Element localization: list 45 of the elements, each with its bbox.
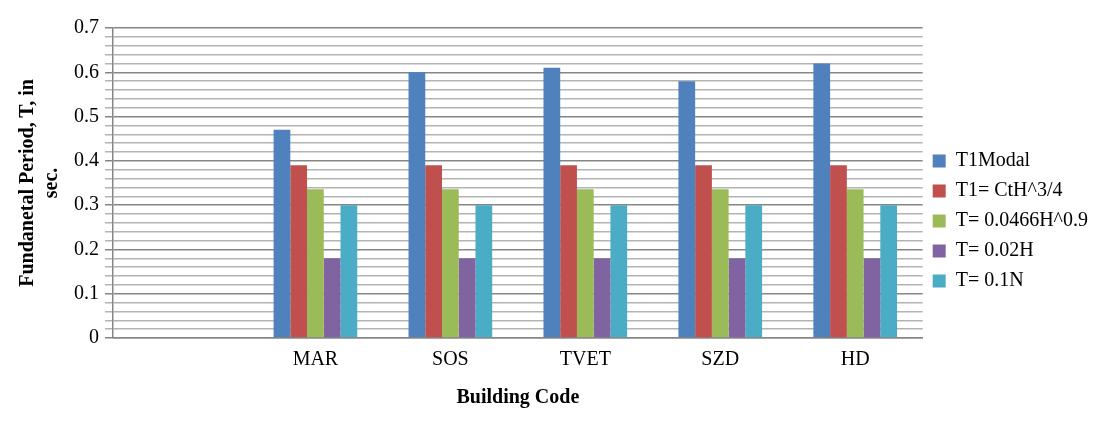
bar bbox=[813, 63, 831, 338]
legend-label: T= 0.02H bbox=[955, 238, 1034, 261]
y-tick-label: 0.4 bbox=[74, 148, 99, 171]
bar bbox=[458, 258, 476, 338]
y-axis-title: Fundanetal Period, T, in sec. bbox=[15, 79, 62, 287]
x-tick-label: MAR bbox=[292, 347, 339, 370]
bar bbox=[711, 189, 729, 338]
bar bbox=[408, 72, 426, 338]
bar bbox=[425, 165, 442, 338]
x-tick-label: HD bbox=[840, 347, 870, 370]
y-tick-label: 0.1 bbox=[74, 280, 99, 303]
bar bbox=[695, 165, 712, 338]
bar bbox=[543, 67, 561, 338]
y-tick-label: 0 bbox=[89, 325, 99, 348]
bar bbox=[830, 165, 847, 338]
x-axis-title: Building Code bbox=[456, 385, 580, 409]
bar bbox=[728, 258, 746, 338]
bar bbox=[678, 81, 696, 338]
legend-label: T= 0.0466H^0.9 bbox=[955, 208, 1088, 231]
x-tick-label: SOS bbox=[432, 347, 469, 370]
bar bbox=[560, 165, 577, 338]
legend-label: T= 0.1N bbox=[955, 268, 1024, 291]
bar bbox=[745, 205, 763, 338]
y-tick-label: 0.3 bbox=[74, 192, 99, 215]
y-tick-label: 0.2 bbox=[74, 236, 99, 259]
bar bbox=[593, 258, 611, 338]
x-tick-label: SZD bbox=[701, 347, 740, 370]
bar bbox=[576, 189, 594, 338]
bar bbox=[475, 205, 493, 338]
bar bbox=[307, 189, 324, 338]
bar bbox=[340, 205, 358, 338]
x-tick-label: TVET bbox=[559, 347, 611, 370]
bar bbox=[290, 165, 308, 338]
y-tick-label: 0.7 bbox=[74, 15, 99, 38]
legend-label: T1Modal bbox=[955, 148, 1031, 171]
y-tick-label: 0.6 bbox=[74, 59, 99, 82]
bar bbox=[442, 189, 459, 338]
bar bbox=[273, 129, 291, 338]
bar bbox=[846, 189, 864, 338]
bar bbox=[323, 258, 341, 338]
legend-label: T1= CtH^3/4 bbox=[955, 178, 1063, 201]
bar bbox=[610, 205, 628, 338]
bar bbox=[880, 205, 898, 338]
bar bbox=[863, 258, 881, 338]
y-tick-label: 0.5 bbox=[74, 103, 99, 126]
